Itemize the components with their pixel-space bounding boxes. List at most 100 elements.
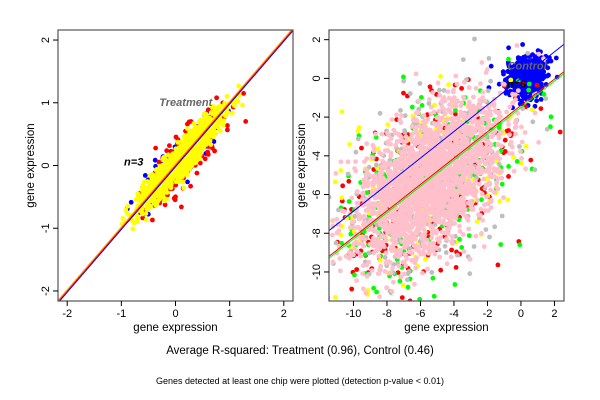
data-point [140, 215, 146, 221]
data-point [495, 150, 501, 156]
data-point [128, 199, 134, 205]
data-point [536, 51, 542, 57]
data-point [427, 84, 433, 90]
data-point [454, 81, 460, 87]
data-point [472, 108, 478, 113]
data-point [354, 278, 359, 283]
data-point [403, 134, 409, 140]
data-point [431, 240, 436, 246]
y-tick-label: 2 [40, 37, 52, 43]
data-point [505, 69, 511, 74]
data-point [543, 96, 549, 101]
data-point [184, 157, 190, 162]
data-point [424, 302, 429, 307]
data-point [364, 190, 370, 196]
data-point [193, 133, 199, 139]
data-point [483, 70, 489, 75]
data-point [358, 253, 364, 259]
data-point [487, 234, 492, 240]
data-point [404, 277, 410, 283]
data-point [478, 159, 484, 164]
data-point [460, 232, 466, 237]
data-point [397, 339, 402, 344]
data-point [389, 289, 395, 294]
data-point [210, 133, 216, 138]
data-point [534, 98, 539, 104]
data-point [155, 193, 161, 199]
data-point [517, 242, 523, 248]
data-point [467, 271, 473, 277]
data-point [355, 225, 360, 230]
data-point [428, 104, 434, 110]
data-point [388, 188, 394, 194]
data-point [401, 78, 407, 84]
data-point [387, 260, 393, 265]
data-point [511, 66, 517, 71]
data-point [375, 236, 381, 242]
data-point [544, 73, 550, 79]
data-point [224, 93, 230, 99]
data-point [449, 234, 455, 240]
data-point [388, 136, 394, 141]
data-point [167, 143, 172, 149]
data-point [142, 173, 148, 178]
data-point [120, 216, 126, 221]
data-point [488, 63, 494, 69]
data-point [427, 241, 433, 247]
data-point [178, 161, 184, 167]
data-point [466, 233, 472, 239]
x-tick-label: 2 [281, 308, 287, 320]
data-point [384, 285, 389, 290]
data-point [520, 42, 525, 47]
x-tick-label: 0 [172, 308, 178, 320]
data-point [162, 187, 167, 192]
data-point [514, 74, 519, 80]
data-point [448, 254, 454, 260]
data-point [382, 255, 388, 260]
data-point [180, 174, 185, 180]
data-point [135, 219, 140, 225]
data-point [480, 89, 486, 95]
data-point [334, 250, 340, 256]
data-point [180, 149, 186, 155]
data-point [130, 226, 136, 232]
data-point [209, 104, 215, 110]
data-point [416, 110, 421, 116]
data-point [165, 152, 171, 158]
data-point [214, 124, 219, 129]
data-point [336, 228, 342, 234]
data-point [443, 250, 449, 255]
data-point [355, 128, 361, 134]
data-point [420, 178, 426, 184]
data-point [346, 178, 352, 184]
data-point [338, 232, 344, 238]
data-point [185, 126, 190, 131]
data-point [498, 242, 504, 247]
data-point [523, 144, 529, 149]
data-point [397, 138, 403, 144]
data-point [580, 103, 585, 108]
annotation-label: Treatment [159, 97, 213, 109]
data-point [438, 74, 443, 79]
data-point [423, 256, 428, 262]
data-point [523, 166, 528, 172]
data-point [144, 186, 149, 192]
data-point [419, 103, 425, 108]
data-point [377, 110, 383, 116]
data-point [378, 177, 384, 182]
data-point [194, 170, 200, 176]
data-point [375, 230, 381, 236]
data-point [455, 252, 460, 258]
data-point [335, 222, 341, 227]
data-point [229, 110, 235, 116]
data-point [205, 135, 210, 141]
data-point [460, 94, 466, 100]
data-point [347, 142, 353, 147]
data-point [503, 90, 509, 96]
data-point [497, 156, 502, 162]
data-point [374, 210, 379, 216]
data-point [496, 81, 502, 87]
data-point [371, 174, 376, 179]
data-point [429, 138, 434, 144]
